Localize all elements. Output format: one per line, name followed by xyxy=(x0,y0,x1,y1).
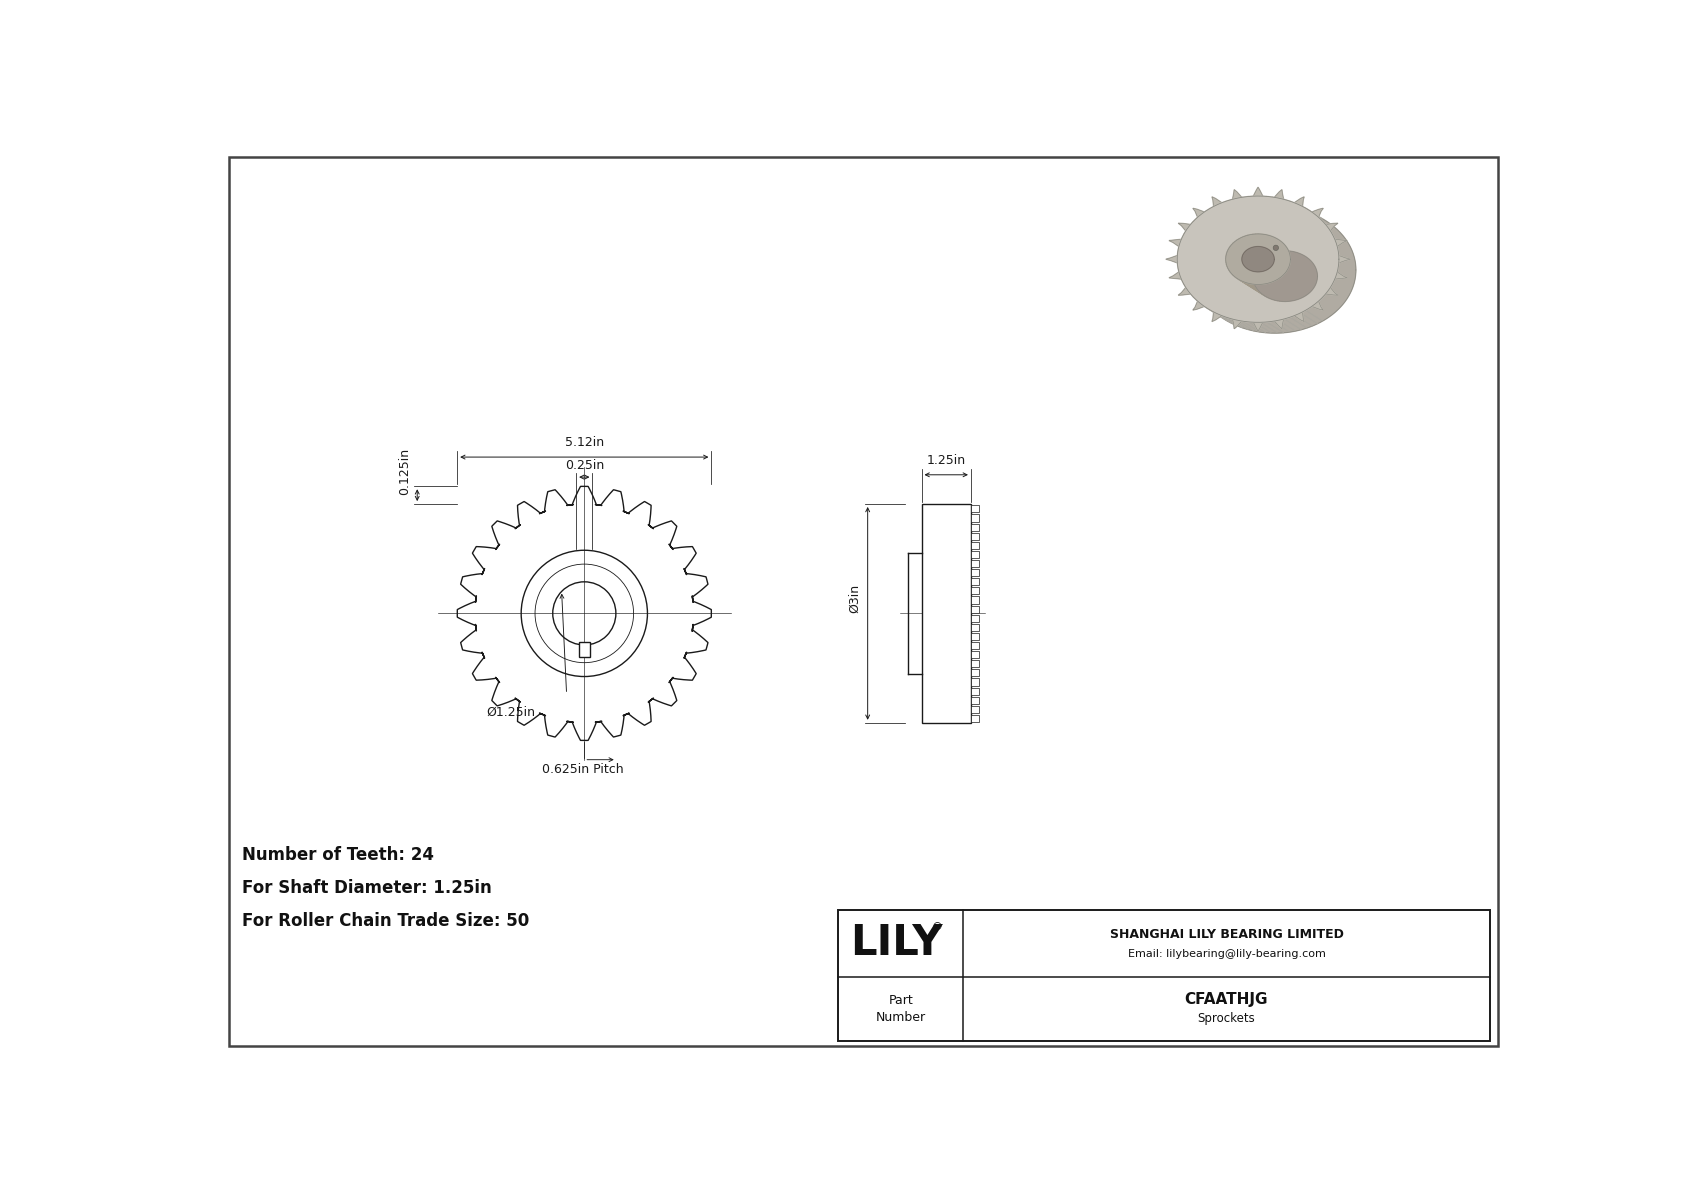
Bar xyxy=(972,660,978,667)
Polygon shape xyxy=(1192,208,1204,217)
Bar xyxy=(972,542,978,549)
Text: 0.625in Pitch: 0.625in Pitch xyxy=(542,762,623,775)
Bar xyxy=(972,715,978,722)
Bar xyxy=(972,615,978,622)
Bar xyxy=(972,551,978,559)
Text: SHANGHAI LILY BEARING LIMITED: SHANGHAI LILY BEARING LIMITED xyxy=(1110,928,1344,941)
Bar xyxy=(972,587,978,594)
Polygon shape xyxy=(1335,272,1347,279)
Polygon shape xyxy=(1194,207,1356,333)
Polygon shape xyxy=(1169,272,1182,279)
Text: Sprockets: Sprockets xyxy=(1197,1011,1255,1024)
Polygon shape xyxy=(1253,251,1317,301)
Bar xyxy=(972,697,978,704)
Text: CFAATHJG: CFAATHJG xyxy=(1186,992,1268,1008)
Bar xyxy=(972,597,978,604)
Polygon shape xyxy=(1312,301,1324,310)
Bar xyxy=(972,569,978,576)
Polygon shape xyxy=(1226,233,1290,285)
Polygon shape xyxy=(1253,323,1263,331)
Text: Email: lilybearing@lily-bearing.com: Email: lilybearing@lily-bearing.com xyxy=(1128,949,1325,959)
Text: 0.125in: 0.125in xyxy=(397,448,411,495)
Polygon shape xyxy=(1339,256,1351,263)
Bar xyxy=(972,669,978,676)
Bar xyxy=(972,706,978,713)
Text: Ø1.25in: Ø1.25in xyxy=(487,706,536,719)
Text: For Shaft Diameter: 1.25in: For Shaft Diameter: 1.25in xyxy=(242,879,492,897)
Polygon shape xyxy=(1165,256,1177,263)
Text: For Roller Chain Trade Size: 50: For Roller Chain Trade Size: 50 xyxy=(242,912,529,930)
Bar xyxy=(972,632,978,640)
Polygon shape xyxy=(1295,312,1303,322)
Text: Part
Number: Part Number xyxy=(876,993,926,1024)
Text: Number of Teeth: 24: Number of Teeth: 24 xyxy=(242,846,434,863)
Bar xyxy=(921,504,972,723)
Bar xyxy=(972,578,978,585)
Text: 5.12in: 5.12in xyxy=(564,436,605,449)
Bar xyxy=(972,679,978,686)
Polygon shape xyxy=(1179,287,1191,295)
Polygon shape xyxy=(1325,223,1337,231)
Bar xyxy=(972,505,978,512)
Bar xyxy=(972,651,978,659)
Bar xyxy=(972,605,978,612)
Polygon shape xyxy=(1312,208,1324,217)
Bar xyxy=(972,624,978,631)
Bar xyxy=(972,687,978,694)
Bar xyxy=(972,524,978,531)
Bar xyxy=(579,642,589,657)
Text: ®: ® xyxy=(931,922,943,933)
Polygon shape xyxy=(1233,319,1241,329)
Polygon shape xyxy=(1192,301,1204,310)
Polygon shape xyxy=(1169,239,1182,247)
Text: 0.25in: 0.25in xyxy=(564,460,605,473)
Polygon shape xyxy=(1233,189,1241,199)
Polygon shape xyxy=(1275,319,1283,329)
Polygon shape xyxy=(1179,223,1191,231)
Bar xyxy=(972,515,978,522)
Polygon shape xyxy=(1275,189,1283,199)
Polygon shape xyxy=(1177,197,1339,323)
Circle shape xyxy=(1273,245,1278,250)
Bar xyxy=(972,532,978,540)
Text: LILY: LILY xyxy=(850,922,943,965)
Bar xyxy=(839,910,1490,1041)
Polygon shape xyxy=(1212,312,1223,322)
Text: 1.25in: 1.25in xyxy=(926,454,965,467)
Polygon shape xyxy=(1325,287,1337,295)
Polygon shape xyxy=(1335,239,1347,247)
Polygon shape xyxy=(1212,197,1223,206)
Polygon shape xyxy=(1253,187,1263,197)
Polygon shape xyxy=(1295,197,1303,206)
Text: Ø3in: Ø3in xyxy=(849,585,862,613)
Bar xyxy=(972,560,978,567)
Polygon shape xyxy=(1241,247,1275,272)
Bar xyxy=(972,642,978,649)
